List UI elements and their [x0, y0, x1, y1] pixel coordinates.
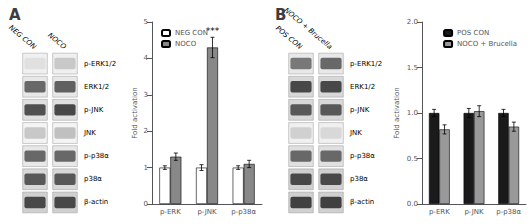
- svg-text:β-actin: β-actin: [350, 198, 374, 206]
- svg-text:5: 5: [144, 18, 148, 26]
- svg-text:NOCO: NOCO: [175, 40, 197, 48]
- svg-text:p-JNK: p-JNK: [350, 106, 370, 114]
- svg-text:JNK: JNK: [349, 129, 362, 137]
- svg-text:3: 3: [144, 91, 148, 99]
- svg-text:Fold activation: Fold activation: [393, 87, 401, 138]
- svg-text:p-ERK: p-ERK: [429, 208, 450, 216]
- svg-text:NEG CON: NEG CON: [7, 24, 38, 52]
- svg-text:POS CON: POS CON: [457, 29, 489, 37]
- svg-text:1.5: 1.5: [407, 64, 418, 72]
- svg-text:p-ERK1/2: p-ERK1/2: [84, 60, 116, 68]
- svg-text:p38α: p38α: [350, 175, 368, 183]
- svg-text:4: 4: [144, 54, 149, 62]
- svg-text:p-p38α: p-p38α: [84, 152, 109, 160]
- svg-text:NOCO: NOCO: [46, 31, 68, 51]
- svg-text:NEG CON: NEG CON: [175, 29, 208, 37]
- svg-text:NOCO + Brucella: NOCO + Brucella: [457, 40, 517, 48]
- svg-text:POS CON: POS CON: [274, 24, 304, 51]
- svg-text:ERK1/2: ERK1/2: [84, 83, 109, 91]
- svg-text:0.0: 0.0: [407, 200, 418, 208]
- svg-text:***: ***: [206, 26, 220, 36]
- svg-text:p-p38α: p-p38α: [496, 208, 521, 216]
- svg-text:p-ERK1/2: p-ERK1/2: [350, 60, 382, 68]
- svg-text:1.0: 1.0: [407, 109, 418, 117]
- svg-text:Fold activation: Fold activation: [131, 87, 139, 138]
- svg-text:JNK: JNK: [83, 129, 96, 137]
- svg-text:ERK1/2: ERK1/2: [350, 83, 375, 91]
- svg-text:p-JNK: p-JNK: [197, 208, 217, 216]
- svg-text:B: B: [275, 6, 286, 24]
- svg-text:p-ERK: p-ERK: [160, 208, 181, 216]
- svg-text:NOCO + Brucella: NOCO + Brucella: [283, 6, 334, 51]
- svg-text:0: 0: [144, 200, 148, 208]
- svg-text:p-p38α: p-p38α: [350, 152, 375, 160]
- svg-text:A: A: [9, 6, 21, 24]
- svg-text:p-JNK: p-JNK: [464, 208, 484, 216]
- svg-text:p38α: p38α: [84, 175, 102, 183]
- svg-text:p-JNK: p-JNK: [84, 106, 104, 114]
- svg-text:0.5: 0.5: [407, 155, 418, 163]
- svg-text:2: 2: [144, 127, 148, 135]
- svg-text:1: 1: [144, 164, 148, 172]
- svg-text:2.0: 2.0: [407, 18, 418, 26]
- svg-text:p-p38α: p-p38α: [231, 208, 256, 216]
- svg-text:β-actin: β-actin: [84, 198, 108, 206]
